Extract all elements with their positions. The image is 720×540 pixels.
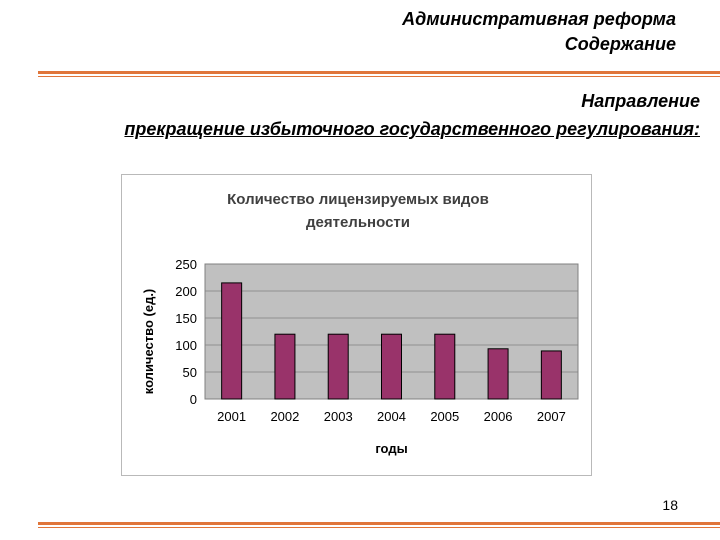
- bar: [274, 333, 296, 400]
- x-tick-label: 2002: [270, 409, 299, 424]
- y-tick-label: 200: [175, 284, 197, 299]
- direction-heading: Направление: [581, 91, 700, 111]
- bar: [540, 350, 562, 400]
- bar: [327, 333, 349, 400]
- x-tick-label: 2004: [377, 409, 406, 424]
- bar-chart: Количество лицензируемых видов деятельнос…: [141, 191, 579, 456]
- presentation-subtitle: Содержание: [564, 34, 676, 54]
- chart-title-line: деятельности: [306, 214, 410, 231]
- presentation-title: Административная реформа: [402, 9, 676, 29]
- y-tick-label: 0: [190, 392, 197, 407]
- bar: [487, 348, 509, 400]
- footer-divider: [38, 522, 720, 525]
- y-tick-label: 50: [183, 365, 197, 380]
- y-tick-label: 250: [175, 257, 197, 272]
- y-tick-label: 150: [175, 311, 197, 326]
- footer-divider-thin: [38, 527, 720, 528]
- x-tick-label: 2001: [217, 409, 246, 424]
- header-divider: [38, 71, 720, 74]
- bar: [434, 333, 456, 400]
- header-divider-thin: [38, 76, 720, 77]
- y-tick-label: 100: [175, 338, 197, 353]
- x-tick-label: 2007: [537, 409, 566, 424]
- x-tick-label: 2005: [430, 409, 459, 424]
- chart-title-line: Количество лицензируемых видов: [227, 191, 489, 208]
- bar: [221, 282, 243, 400]
- bar: [381, 333, 402, 400]
- y-axis-label: количество (ед.): [141, 289, 156, 395]
- x-tick-label: 2003: [324, 409, 353, 424]
- x-axis-label: годы: [375, 441, 407, 456]
- x-tick-label: 2006: [484, 409, 513, 424]
- direction-description: прекращение избыточного государственного…: [124, 119, 700, 139]
- page-number: 18: [662, 497, 678, 513]
